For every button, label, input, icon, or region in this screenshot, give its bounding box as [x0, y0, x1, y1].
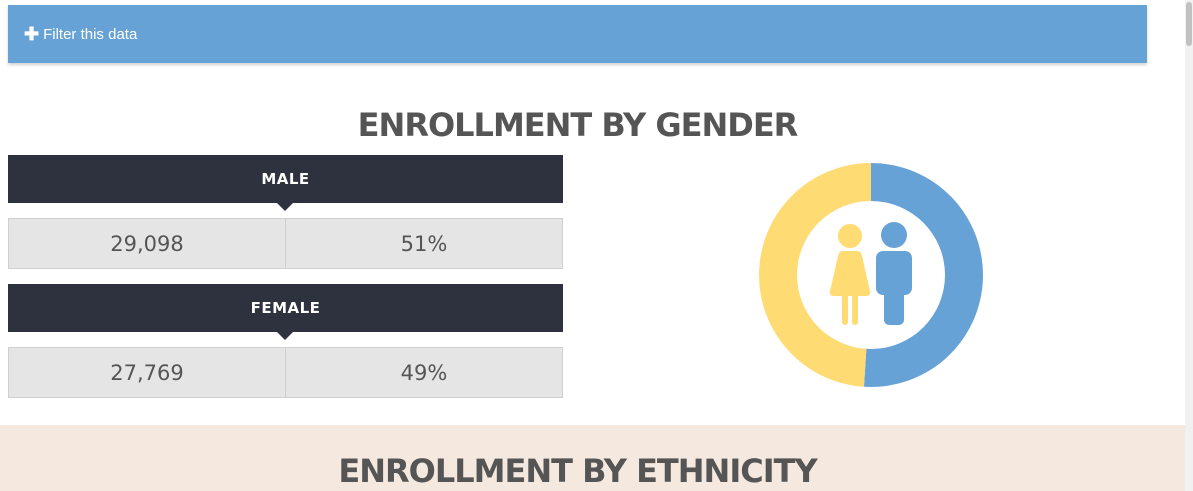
filter-label: Filter this data — [43, 25, 138, 43]
page-scrollbar[interactable] — [1185, 0, 1193, 491]
male-stats-row: 29,098 51% — [8, 218, 563, 269]
female-percent: 49% — [285, 348, 562, 397]
female-label: FEMALE — [250, 299, 321, 317]
filter-data-button[interactable]: ✚ Filter this data — [8, 5, 1147, 63]
plus-icon: ✚ — [24, 24, 40, 44]
female-header-pointer — [277, 332, 293, 340]
scrollbar-thumb[interactable] — [1186, 2, 1192, 46]
male-header-pointer — [277, 203, 293, 211]
male-figure-icon — [876, 222, 912, 325]
ethnicity-section — [0, 425, 1185, 491]
gender-donut-chart — [759, 163, 984, 387]
male-header: MALE — [8, 155, 563, 211]
female-count: 27,769 — [110, 360, 184, 385]
male-label: MALE — [261, 170, 310, 188]
male-count: 29,098 — [110, 231, 184, 256]
gender-section-title: ENROLLMENT BY GENDER — [357, 106, 799, 144]
ethnicity-section-title: ENROLLMENT BY ETHNICITY — [338, 452, 817, 490]
male-percent: 51% — [285, 219, 562, 268]
female-header: FEMALE — [8, 284, 563, 340]
female-stats-row: 27,769 49% — [8, 347, 563, 398]
donut-hole — [797, 201, 945, 349]
female-figure-icon — [829, 224, 871, 325]
